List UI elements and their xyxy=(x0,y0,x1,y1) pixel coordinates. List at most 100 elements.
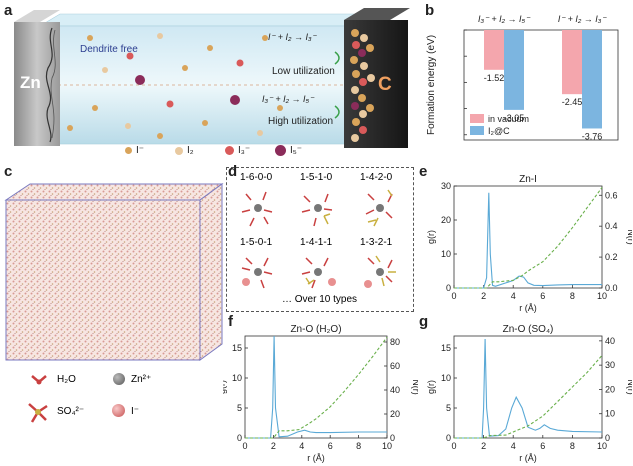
y2-tick-label: 40 xyxy=(390,385,400,395)
structure-2 xyxy=(301,193,333,227)
group-title-2: I⁻ + I₂ → I₃⁻ xyxy=(558,14,608,24)
reaction-1-text: I⁻ + I₂ → I₃⁻ xyxy=(268,32,318,42)
iodine-sphere-icon xyxy=(175,146,183,155)
plot-frame xyxy=(453,185,603,289)
legend-water: H₂O xyxy=(57,374,76,385)
y-axis-label: g(r) xyxy=(223,380,227,394)
panel-a-illustration: Zn C Dendrite free I⁻ + I₂ → I₃⁻ Low uti… xyxy=(14,8,410,148)
c-electrode-label: C xyxy=(378,74,392,95)
dendrite-free-text: Dendrite free xyxy=(80,44,138,55)
x-tick-label: 2 xyxy=(271,441,276,451)
y-tick-label: 10 xyxy=(232,373,242,383)
y2-axis-label: N(r) xyxy=(626,379,632,395)
rdf-line xyxy=(454,192,602,289)
x-tick-label: 6 xyxy=(328,441,333,451)
x-tick-label: 10 xyxy=(382,441,392,451)
type-4-label: 1-5-0-1 xyxy=(240,237,273,248)
solvation-types-box xyxy=(226,167,414,312)
y-tick-label: 5 xyxy=(237,403,242,413)
panel-label-e: e xyxy=(419,163,428,180)
y2-axis-label: N(r) xyxy=(411,379,418,395)
structure-4 xyxy=(241,257,273,289)
high-utilization-text: High utilization xyxy=(268,116,333,127)
arrow-icon xyxy=(334,105,340,119)
x-tick-label: 6 xyxy=(540,291,545,301)
panel-e-line-chart: Zn-I 0 2 4 6 8 10 r (Å) 0 10 20 30 g(r) 0.0 0.2 0.4 0.6 N… xyxy=(426,174,632,313)
x-tick-label: 0 xyxy=(451,441,456,451)
chart-title: Zn-I xyxy=(519,174,537,185)
x-tick-label: 0 xyxy=(242,441,247,451)
x-tick-label: 10 xyxy=(597,441,607,451)
panel-b-bar-chart: Formation energy (eV) I₃⁻ + I₂ → I₅⁻ I⁻ + … xyxy=(426,14,619,141)
x-tick-label: 2 xyxy=(481,441,486,451)
bar-value-label: -2.45 xyxy=(562,97,583,107)
panel-label-a: a xyxy=(4,2,13,19)
y2-tick-label: 30 xyxy=(605,360,615,370)
y2-tick-label: 0 xyxy=(605,433,610,443)
legend-zinc: Zn²⁺ xyxy=(131,374,152,385)
bar xyxy=(562,30,582,95)
x-tick-label: 6 xyxy=(540,441,545,451)
pentaiodide-sphere-icon xyxy=(275,145,286,156)
legend-iodide-c: I⁻ xyxy=(131,406,140,417)
low-utilization-text: Low utilization xyxy=(272,66,335,77)
y2-tick-label: 0.2 xyxy=(605,252,618,262)
type-1-label: 1-6-0-0 xyxy=(240,172,273,183)
y-tick-label: 30 xyxy=(441,181,451,191)
plot-frame xyxy=(463,29,619,141)
panel-f-line-chart: Zn-O (H₂O) 0 2 4 6 8 10 r (Å) 0 5 10 15 g(r) 0 20 40 60 8… xyxy=(223,324,418,463)
bar-value-label: -3.05 xyxy=(504,113,525,123)
legend-sulfate: SO₄²⁻ xyxy=(57,406,85,417)
legend-pentaiodide: I₅⁻ xyxy=(275,145,302,156)
x-axis-label: r (Å) xyxy=(307,453,325,463)
panel-label-f: f xyxy=(228,313,233,330)
y-tick-label: 20 xyxy=(441,215,451,225)
coordination-number-line xyxy=(454,355,603,439)
x-tick-label: 8 xyxy=(570,291,575,301)
bar xyxy=(484,30,504,70)
y2-tick-label: 0 xyxy=(390,433,395,443)
y2-tick-label: 20 xyxy=(605,384,615,394)
y-axis-label: g(r) xyxy=(426,230,436,244)
iodide-ion-icon xyxy=(112,404,125,417)
legend-iodide: I⁻ xyxy=(125,145,144,156)
structure-3 xyxy=(365,189,393,227)
y2-axis-label: N(r) xyxy=(626,229,632,245)
plot-frame xyxy=(453,335,603,439)
x-tick-label: 4 xyxy=(511,441,516,451)
x-tick-label: 8 xyxy=(356,441,361,451)
structure-5 xyxy=(301,257,336,289)
triiodide-sphere-icon xyxy=(225,146,234,155)
panel-label-c: c xyxy=(4,163,13,180)
group-title-1: I₃⁻ + I₂ → I₅⁻ xyxy=(478,14,531,24)
coordination-number-line xyxy=(454,187,603,289)
x-tick-label: 4 xyxy=(299,441,304,451)
plot-frame xyxy=(244,335,388,439)
zinc-ion-icon xyxy=(113,373,125,385)
legend-swatch xyxy=(470,126,484,135)
y-tick-label: 5 xyxy=(446,403,451,413)
solvation-structures xyxy=(241,189,396,289)
y2-tick-label: 40 xyxy=(605,336,615,346)
y-tick-label: 0 xyxy=(446,283,451,293)
type-5-label: 1-4-1-1 xyxy=(300,237,333,248)
carbon-particles xyxy=(350,29,375,142)
y2-tick-label: 20 xyxy=(390,409,400,419)
bar xyxy=(504,30,524,110)
y2-tick-label: 10 xyxy=(605,409,615,419)
structure-1 xyxy=(241,191,273,227)
rdf-line xyxy=(245,335,387,439)
panel-label-b: b xyxy=(425,2,435,19)
y-tick-label: 0 xyxy=(446,433,451,443)
legend-label: I₂@C xyxy=(488,126,510,136)
coordination-number-line xyxy=(245,336,388,439)
x-axis-label: r (Å) xyxy=(519,453,537,463)
legend-triiodide: I₃⁻ xyxy=(225,145,250,156)
arrow-icon xyxy=(334,51,340,65)
x-tick-label: 4 xyxy=(511,291,516,301)
over-10-types-text: … Over 10 types xyxy=(282,294,358,305)
y-tick-label: 15 xyxy=(441,343,451,353)
panel-label-g: g xyxy=(419,313,429,330)
channel-ions xyxy=(67,33,283,139)
y2-tick-label: 0.6 xyxy=(605,190,618,200)
